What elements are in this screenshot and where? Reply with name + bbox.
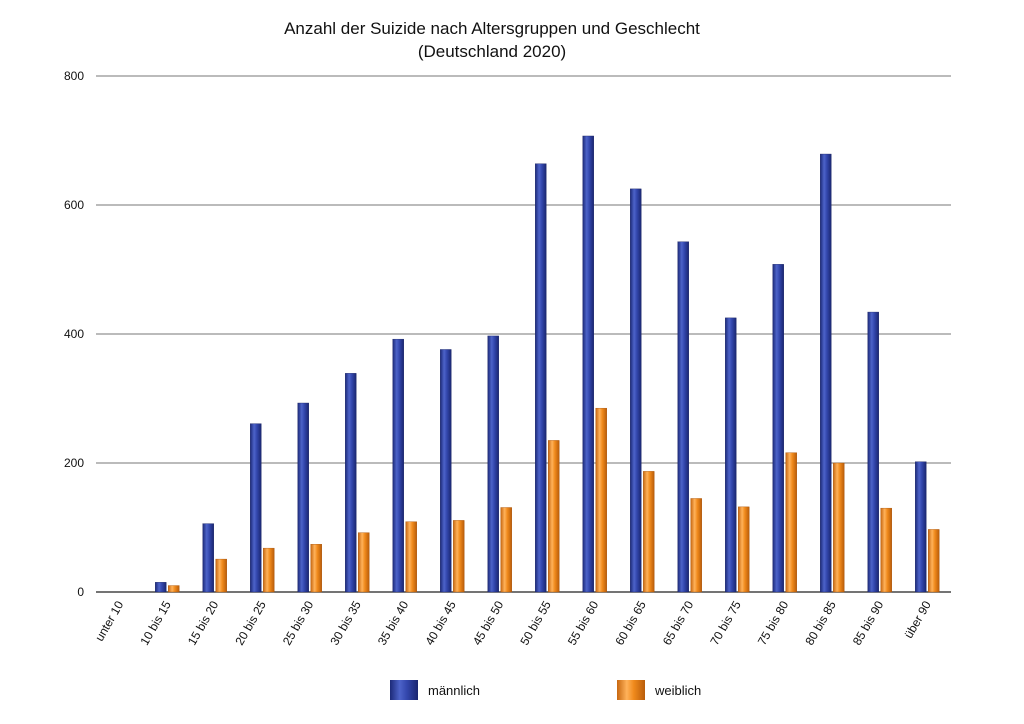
bar-maennlich-70-bis-75 xyxy=(725,317,737,593)
chart-title: Anzahl der Suizide nach Altersgruppen un… xyxy=(284,19,700,38)
bar-weiblich-45-bis-50 xyxy=(500,507,512,593)
bar-maennlich-35-bis-40 xyxy=(392,338,404,593)
chart-subtitle: (Deutschland 2020) xyxy=(418,42,566,61)
legend-label-weiblich: weiblich xyxy=(654,683,701,698)
bar-weiblich-35-bis-40 xyxy=(405,521,417,593)
bar-maennlich-55-bis-60 xyxy=(582,135,594,593)
bar-weiblich-65-bis-70 xyxy=(690,498,702,593)
bar-weiblich-ueber-90 xyxy=(928,529,940,593)
bar-maennlich-15-bis-20 xyxy=(202,523,214,593)
y-axis-ticks: 0 200 400 600 800 xyxy=(64,69,84,599)
bar-weiblich-85-bis-90 xyxy=(880,507,892,593)
x-tick-label-10-bis-15: 10 bis 15 xyxy=(137,598,174,647)
x-tick-label-20-bis-25: 20 bis 25 xyxy=(232,598,269,647)
bar-weiblich-70-bis-75 xyxy=(738,506,750,593)
x-tick-label-70-bis-75: 70 bis 75 xyxy=(707,598,744,647)
gridlines xyxy=(96,75,951,593)
x-tick-label-unter-10: unter 10 xyxy=(92,598,126,643)
x-tick-label-50-bis-55: 50 bis 55 xyxy=(517,598,554,647)
bar-maennlich-25-bis-30 xyxy=(297,402,309,593)
bar-maennlich-45-bis-50 xyxy=(487,335,499,593)
bar-weiblich-40-bis-45 xyxy=(453,520,465,593)
bar-weiblich-55-bis-60 xyxy=(595,407,607,593)
bar-maennlich-60-bis-65 xyxy=(630,188,642,593)
bars xyxy=(155,135,940,593)
x-tick-label-45-bis-50: 45 bis 50 xyxy=(470,598,507,647)
legend-item-weiblich: weiblich xyxy=(617,680,701,700)
legend-swatch-maennlich xyxy=(390,680,418,700)
bar-weiblich-50-bis-55 xyxy=(548,440,560,593)
bar-maennlich-50-bis-55 xyxy=(535,163,547,593)
x-tick-label-40-bis-45: 40 bis 45 xyxy=(422,598,459,647)
x-tick-label-80-bis-85: 80 bis 85 xyxy=(802,598,839,647)
bar-maennlich-10-bis-15 xyxy=(155,582,167,593)
y-tick-label-800: 800 xyxy=(64,69,84,83)
x-tick-label-25-bis-30: 25 bis 30 xyxy=(280,598,317,647)
bar-maennlich-75-bis-80 xyxy=(772,264,784,593)
y-tick-label-400: 400 xyxy=(64,327,84,341)
x-tick-label-15-bis-20: 15 bis 20 xyxy=(185,598,222,647)
bar-weiblich-10-bis-15 xyxy=(168,585,180,593)
bar-weiblich-80-bis-85 xyxy=(833,462,845,593)
x-tick-label-ueber-90: über 90 xyxy=(901,598,934,641)
bar-maennlich-80-bis-85 xyxy=(820,153,832,593)
x-tick-label-30-bis-35: 30 bis 35 xyxy=(327,598,364,647)
x-tick-label-55-bis-60: 55 bis 60 xyxy=(565,598,602,647)
x-axis-ticks: unter 10 10 bis 15 15 bis 20 20 bis 25 25 bi… xyxy=(92,598,934,647)
bar-weiblich-60-bis-65 xyxy=(643,471,655,593)
bar-weiblich-30-bis-35 xyxy=(358,532,370,593)
legend-swatch-weiblich xyxy=(617,680,645,700)
x-tick-label-35-bis-40: 35 bis 40 xyxy=(375,598,412,647)
bar-maennlich-20-bis-25 xyxy=(250,423,262,593)
bar-maennlich-ueber-90 xyxy=(915,461,927,593)
bar-maennlich-40-bis-45 xyxy=(440,349,452,593)
bar-maennlich-30-bis-35 xyxy=(345,373,357,593)
bar-weiblich-25-bis-30 xyxy=(310,544,322,593)
x-tick-label-75-bis-80: 75 bis 80 xyxy=(755,598,792,647)
y-tick-label-0: 0 xyxy=(77,585,84,599)
bar-weiblich-75-bis-80 xyxy=(785,452,797,593)
y-tick-label-600: 600 xyxy=(64,198,84,212)
bar-maennlich-85-bis-90 xyxy=(867,311,879,593)
bar-maennlich-65-bis-70 xyxy=(677,241,689,593)
x-tick-label-65-bis-70: 65 bis 70 xyxy=(660,598,697,647)
bar-weiblich-15-bis-20 xyxy=(215,558,227,593)
x-tick-label-85-bis-90: 85 bis 90 xyxy=(850,598,887,647)
legend-item-maennlich: männlich xyxy=(390,680,480,700)
legend: männlich weiblich xyxy=(390,680,701,700)
x-tick-label-60-bis-65: 60 bis 65 xyxy=(612,598,649,647)
bar-weiblich-20-bis-25 xyxy=(263,547,275,593)
y-tick-label-200: 200 xyxy=(64,456,84,470)
legend-label-maennlich: männlich xyxy=(428,683,480,698)
